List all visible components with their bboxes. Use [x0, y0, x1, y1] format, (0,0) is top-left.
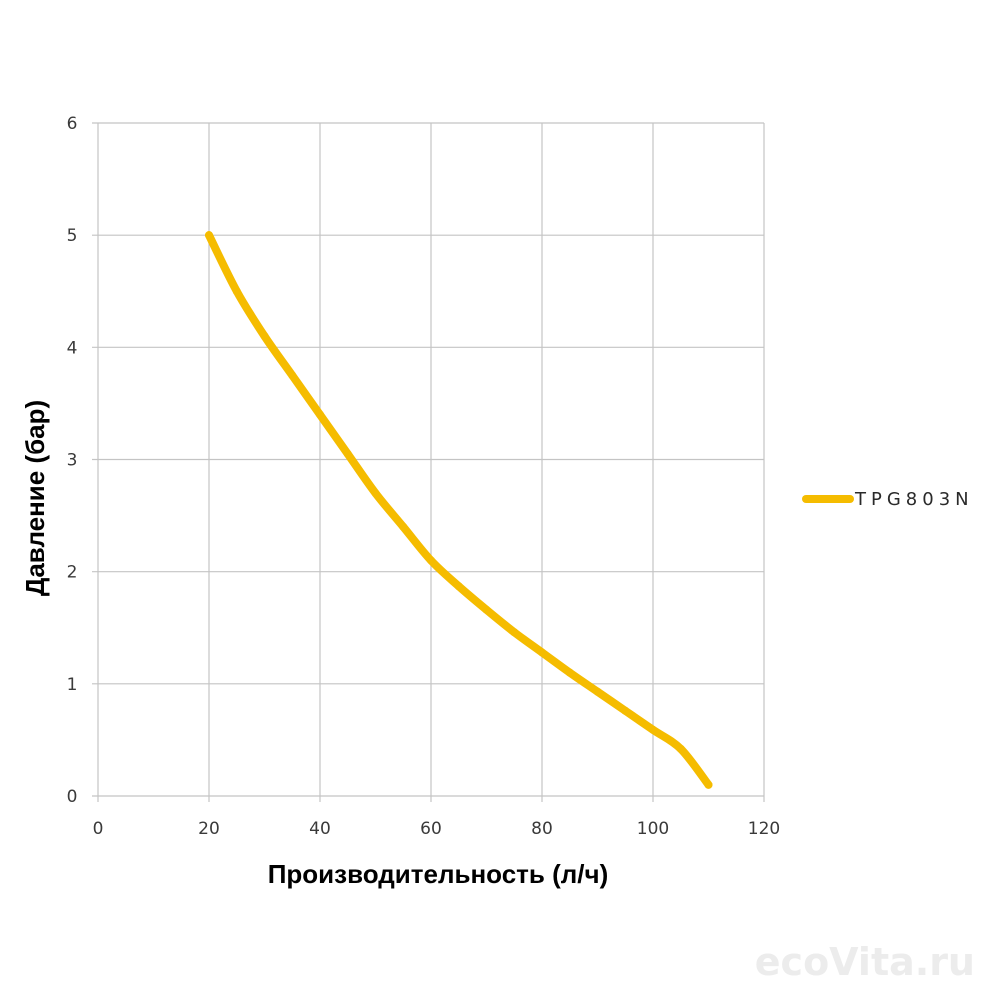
data-point	[316, 410, 324, 419]
data-point	[565, 668, 574, 677]
y-tick-label: 6	[67, 114, 78, 134]
watermark: ecoVita.ru	[755, 940, 975, 984]
x-tick-label: 100	[637, 819, 669, 839]
data-point	[399, 522, 408, 531]
x-tick-label: 0	[93, 819, 104, 839]
data-point	[232, 287, 241, 296]
series-layer	[205, 231, 713, 789]
y-axis-label: Давление (бар)	[20, 400, 50, 596]
data-point	[538, 648, 546, 657]
y-tick-label: 5	[67, 226, 78, 246]
x-tick-label: 60	[420, 819, 442, 839]
x-axis-label: Производительность (л/ч)	[268, 859, 609, 889]
y-tick-label: 4	[67, 338, 78, 358]
data-point	[649, 725, 657, 734]
y-tick-label: 2	[67, 563, 78, 583]
legend-label: TPG803N	[854, 489, 974, 510]
data-point	[427, 556, 435, 565]
y-tick-label: 0	[67, 787, 78, 807]
y-tick-label: 3	[67, 451, 78, 471]
y-tick-label: 1	[67, 675, 78, 695]
tick-labels: 0 20 40 60 80 100 120 0 1 2 3 4 5 6	[67, 114, 781, 839]
x-tick-label: 80	[531, 819, 553, 839]
data-point	[621, 706, 630, 715]
data-point	[676, 744, 685, 753]
legend: TPG803N	[802, 489, 974, 510]
series-line	[205, 231, 713, 789]
x-tick-label: 20	[198, 819, 220, 839]
grid-lines	[92, 122, 765, 802]
data-point	[288, 371, 297, 380]
data-point	[510, 628, 519, 637]
data-point	[205, 231, 213, 240]
data-point	[343, 449, 352, 458]
data-point	[260, 332, 269, 341]
data-point	[482, 605, 491, 614]
x-tick-label: 120	[748, 819, 780, 839]
data-point	[371, 489, 380, 498]
x-tick-label: 40	[309, 819, 331, 839]
data-point	[704, 780, 713, 789]
data-point	[454, 582, 463, 591]
data-point	[593, 687, 602, 696]
